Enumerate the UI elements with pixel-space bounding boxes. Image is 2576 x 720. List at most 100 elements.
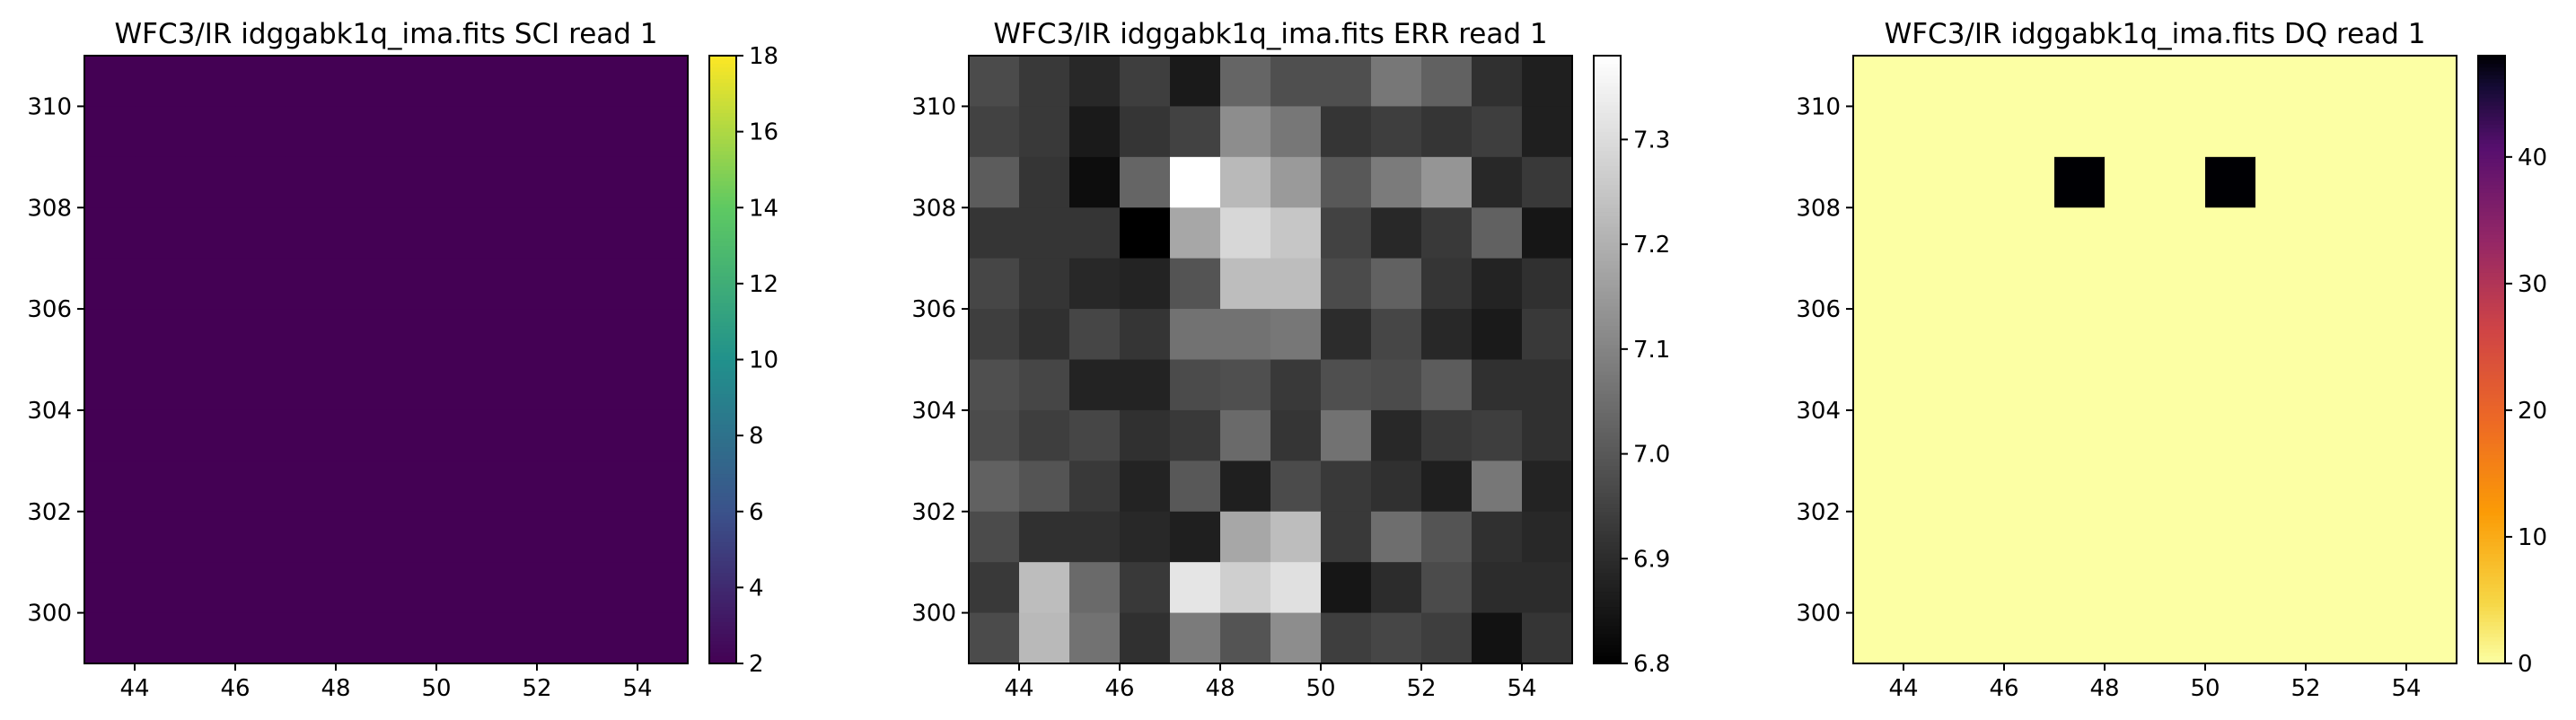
heatmap-cell	[1522, 359, 1573, 411]
heatmap-cell	[235, 511, 286, 563]
colorbar-segment	[709, 192, 736, 198]
heatmap-cell	[1270, 612, 1322, 664]
colorbar-segment	[2478, 412, 2505, 417]
y-tick-label: 302	[1796, 499, 1841, 526]
heatmap-cell	[2105, 106, 2156, 158]
colorbar-segment	[709, 628, 736, 634]
colorbar-segment	[1594, 541, 1621, 547]
heatmap-cell	[537, 612, 588, 664]
colorbar-segment	[1594, 260, 1621, 266]
colorbar-segment	[1594, 66, 1621, 72]
colorbar-segment	[1594, 480, 1621, 486]
colorbar-segment	[2478, 139, 2505, 144]
colorbar-segment	[709, 363, 736, 368]
colorbar-segment	[1594, 427, 1621, 433]
colorbar-segment	[2478, 522, 2505, 528]
heatmap-cell	[487, 207, 538, 259]
colorbar-segment	[2478, 184, 2505, 189]
heatmap-cell	[637, 612, 689, 664]
colorbar-segment	[2478, 465, 2505, 470]
heatmap-cell	[336, 359, 387, 411]
heatmap-cell	[1371, 156, 1422, 208]
heatmap-cell	[1472, 106, 1523, 158]
colorbar-segment	[2478, 625, 2505, 630]
heatmap-cell	[336, 309, 387, 361]
colorbar-segment	[1594, 303, 1621, 307]
colorbar-segment	[2478, 416, 2505, 421]
heatmap-cell	[969, 562, 1020, 614]
heatmap-cell	[84, 207, 136, 259]
heatmap-cell	[1421, 461, 1473, 513]
colorbar-tick-label: 12	[749, 271, 778, 298]
colorbar-segment	[2478, 189, 2505, 193]
colorbar-segment	[709, 127, 736, 133]
colorbar-segment	[1594, 446, 1621, 452]
colorbar-segment	[709, 473, 736, 479]
colorbar-segment	[2478, 264, 2505, 269]
colorbar-segment	[709, 557, 736, 562]
colorbar-segment	[2478, 93, 2505, 99]
heatmap-cell	[1522, 511, 1573, 563]
y-tick-label: 306	[27, 296, 72, 323]
colorbar-segment	[2478, 492, 2505, 497]
colorbar-segment	[2478, 424, 2505, 429]
colorbar-segment	[709, 655, 736, 661]
chart-title: WFC3/IR idggabk1q_ima.fits ERR read 1	[993, 18, 1547, 50]
heatmap-cell	[2255, 461, 2307, 513]
heatmap-cell	[2255, 409, 2307, 461]
x-tick-label: 46	[1989, 675, 2018, 702]
colorbar-segment	[1594, 579, 1621, 584]
colorbar-segment	[709, 526, 736, 531]
colorbar-segment	[2478, 606, 2505, 611]
heatmap-cell	[386, 106, 437, 158]
colorbar-segment	[709, 215, 736, 220]
heatmap-cell	[1371, 56, 1422, 108]
colorbar-segment	[709, 488, 736, 494]
heatmap-cell	[2205, 461, 2256, 513]
colorbar-segment	[709, 374, 736, 380]
colorbar-segment	[1594, 268, 1621, 273]
colorbar-tick-label: 16	[749, 119, 778, 146]
heatmap-cell	[2356, 106, 2407, 158]
colorbar-segment	[709, 347, 736, 353]
heatmap-cell	[1371, 511, 1422, 563]
heatmap-cell	[587, 258, 638, 310]
colorbar-segment	[2478, 393, 2505, 399]
heatmap-cell	[2205, 409, 2256, 461]
colorbar-segment	[1594, 180, 1621, 186]
colorbar-segment	[1594, 75, 1621, 79]
y-tick-label: 310	[911, 93, 956, 120]
heatmap-cell	[537, 156, 588, 208]
colorbar-segment	[2478, 218, 2505, 224]
heatmap-cell	[1371, 258, 1422, 310]
heatmap-cell	[1522, 56, 1573, 108]
heatmap-cell	[2406, 106, 2457, 158]
heatmap-cell	[1371, 461, 1422, 513]
y-tick-label: 300	[27, 601, 72, 628]
colorbar-segment	[2478, 177, 2505, 182]
colorbar-segment	[2478, 461, 2505, 467]
colorbar-segment	[709, 371, 736, 376]
colorbar-segment	[709, 485, 736, 489]
heatmap-cell	[1853, 309, 1904, 361]
colorbar-segment	[2478, 534, 2505, 539]
colorbar-segment	[2478, 363, 2505, 368]
heatmap-cell	[587, 511, 638, 563]
colorbar-segment	[1594, 63, 1621, 68]
colorbar-segment	[709, 101, 736, 106]
colorbar-segment	[2478, 116, 2505, 121]
colorbar-segment	[1594, 655, 1621, 661]
heatmap-cell	[2205, 359, 2256, 411]
colorbar-segment	[709, 637, 736, 642]
heatmap-cell	[1321, 612, 1372, 664]
heatmap-cell	[969, 207, 1020, 259]
heatmap-cell	[1321, 207, 1372, 259]
colorbar-segment	[709, 264, 736, 269]
colorbar-segment	[2478, 640, 2505, 645]
heatmap-cell	[1472, 612, 1523, 664]
heatmap-cell	[2255, 207, 2307, 259]
colorbar-segment	[2478, 291, 2505, 296]
colorbar-segment	[1594, 534, 1621, 539]
heatmap-cell	[1472, 511, 1523, 563]
heatmap-cell	[1270, 409, 1322, 461]
